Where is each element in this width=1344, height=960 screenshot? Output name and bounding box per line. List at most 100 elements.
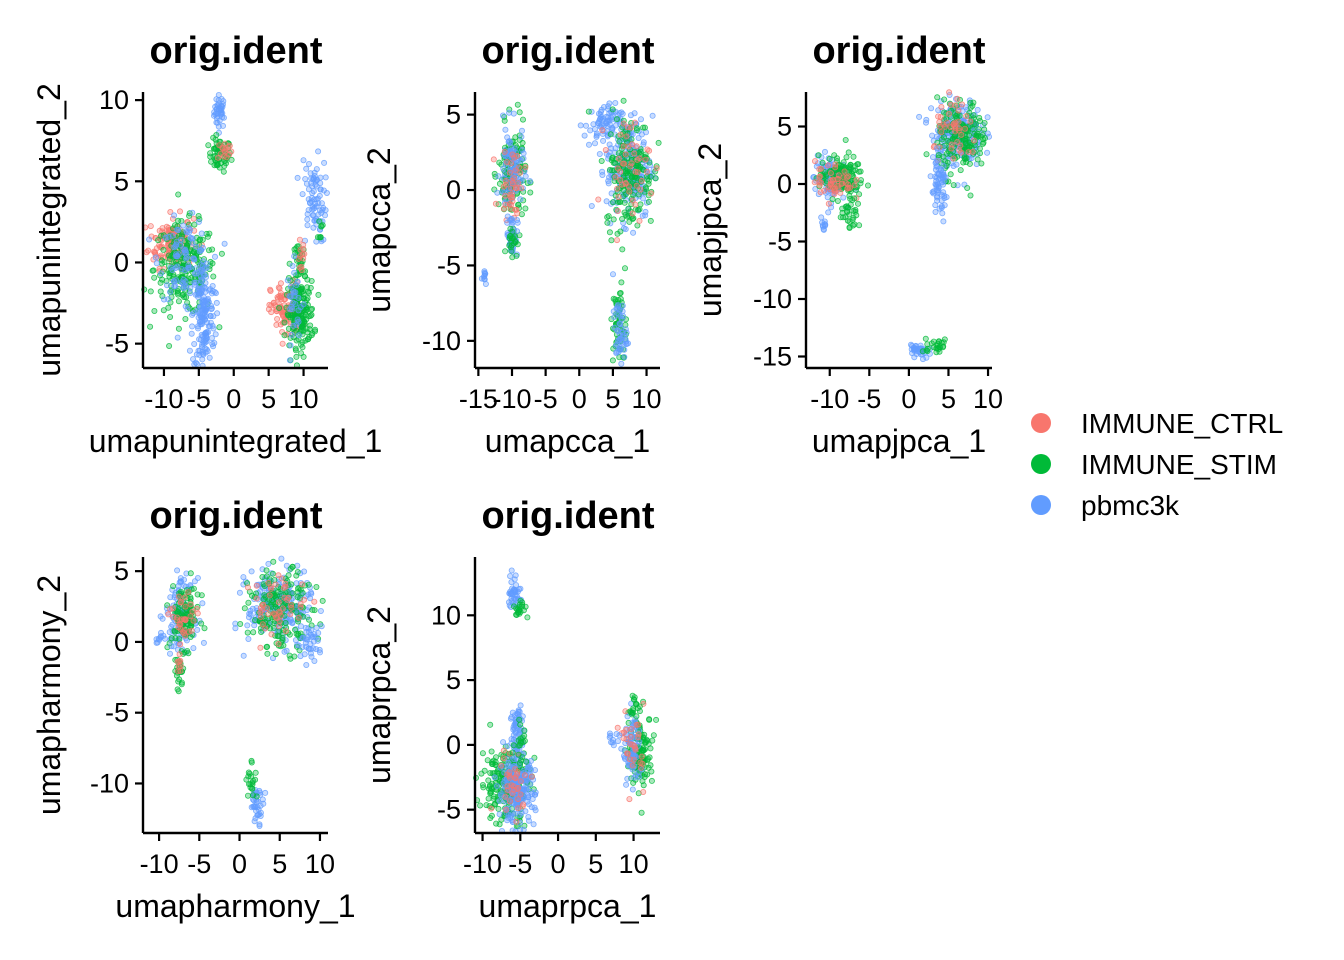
data-point-pbmc3k [290, 289, 297, 296]
data-point-IMMUNE_CTRL [167, 208, 174, 215]
data-point-IMMUNE_CTRL [832, 164, 839, 171]
data-point-IMMUNE_CTRL [500, 205, 507, 212]
data-point-IMMUNE_STIM [616, 290, 623, 297]
data-point-pbmc3k [165, 296, 172, 303]
data-point-IMMUNE_STIM [316, 234, 323, 241]
data-point-pbmc3k [605, 114, 612, 121]
data-point-IMMUNE_STIM [655, 139, 662, 146]
data-point-IMMUNE_STIM [829, 196, 836, 203]
data-point-IMMUNE_STIM [923, 347, 930, 354]
data-point-IMMUNE_CTRL [513, 818, 520, 825]
data-point-pbmc3k [642, 208, 649, 215]
data-point-IMMUNE_STIM [622, 211, 629, 218]
data-point-pbmc3k [178, 266, 185, 273]
y-tick-label: -10 [90, 768, 129, 798]
x-tick-label: 5 [588, 849, 603, 879]
data-point-IMMUNE_CTRL [956, 147, 963, 154]
data-point-pbmc3k [305, 196, 312, 203]
data-point-IMMUNE_STIM [844, 217, 851, 224]
data-point-IMMUNE_STIM [512, 134, 519, 141]
data-point-pbmc3k [525, 814, 532, 821]
data-point-IMMUNE_STIM [847, 165, 854, 172]
data-point-pbmc3k [172, 282, 179, 289]
data-point-IMMUNE_CTRL [633, 721, 640, 728]
data-point-IMMUNE_STIM [978, 160, 985, 167]
data-point-IMMUNE_CTRL [519, 803, 526, 810]
data-point-IMMUNE_CTRL [275, 640, 282, 647]
data-point-IMMUNE_STIM [840, 159, 847, 166]
data-point-IMMUNE_STIM [175, 217, 182, 224]
data-point-IMMUNE_STIM [214, 161, 221, 168]
point-cloud [141, 92, 330, 369]
data-point-IMMUNE_CTRL [961, 125, 968, 132]
data-point-IMMUNE_STIM [941, 336, 948, 343]
data-point-IMMUNE_STIM [309, 606, 316, 613]
data-point-IMMUNE_CTRL [181, 594, 188, 601]
data-point-pbmc3k [840, 194, 847, 201]
data-point-IMMUNE_STIM [510, 742, 517, 749]
data-point-pbmc3k [581, 132, 588, 139]
data-point-IMMUNE_CTRL [648, 190, 655, 197]
data-point-IMMUNE_STIM [191, 249, 198, 256]
data-point-IMMUNE_CTRL [490, 156, 497, 163]
data-point-pbmc3k [822, 148, 829, 155]
data-point-pbmc3k [984, 149, 991, 156]
data-point-pbmc3k [939, 210, 946, 217]
x-tick-label: 10 [973, 384, 1003, 414]
data-point-IMMUNE_STIM [479, 750, 486, 757]
data-point-pbmc3k [207, 312, 214, 319]
data-point-IMMUNE_CTRL [267, 585, 274, 592]
data-point-IMMUNE_STIM [513, 252, 520, 259]
data-point-IMMUNE_CTRL [967, 118, 974, 125]
data-point-pbmc3k [294, 278, 301, 285]
data-point-IMMUNE_CTRL [502, 806, 509, 813]
data-point-pbmc3k [190, 356, 197, 363]
data-point-pbmc3k [287, 283, 294, 290]
data-point-IMMUNE_STIM [175, 678, 182, 685]
y-tick-label: 0 [446, 730, 461, 760]
data-point-IMMUNE_CTRL [298, 266, 305, 273]
data-point-pbmc3k [911, 354, 918, 361]
data-point-IMMUNE_CTRL [221, 148, 228, 155]
data-point-IMMUNE_STIM [180, 291, 187, 298]
data-point-pbmc3k [532, 789, 539, 796]
data-point-pbmc3k [200, 340, 207, 347]
legend-label: IMMUNE_CTRL [1081, 408, 1283, 439]
data-point-pbmc3k [206, 287, 213, 294]
data-point-IMMUNE_STIM [174, 609, 181, 616]
data-point-pbmc3k [631, 110, 638, 117]
data-point-pbmc3k [629, 786, 636, 793]
data-point-IMMUNE_CTRL [182, 617, 189, 624]
data-point-pbmc3k [283, 647, 290, 654]
data-point-pbmc3k [974, 106, 981, 113]
data-point-IMMUNE_CTRL [629, 762, 636, 769]
data-point-IMMUNE_CTRL [653, 165, 660, 172]
data-point-IMMUNE_STIM [187, 596, 194, 603]
data-point-pbmc3k [984, 114, 991, 121]
panel-title: orig.ident [481, 30, 654, 72]
x-tick-label: -5 [534, 384, 558, 414]
data-point-IMMUNE_CTRL [515, 180, 522, 187]
data-point-IMMUNE_CTRL [950, 120, 957, 127]
data-point-pbmc3k [934, 145, 941, 152]
data-point-IMMUNE_STIM [237, 621, 244, 628]
data-point-IMMUNE_STIM [609, 357, 616, 364]
data-point-pbmc3k [606, 730, 613, 737]
data-point-IMMUNE_STIM [618, 279, 625, 286]
data-point-pbmc3k [191, 578, 198, 585]
panel-title: orig.ident [149, 495, 322, 537]
data-point-IMMUNE_STIM [291, 653, 298, 660]
data-point-pbmc3k [213, 96, 220, 103]
data-point-IMMUNE_STIM [494, 769, 501, 776]
data-point-pbmc3k [297, 623, 304, 630]
data-point-IMMUNE_CTRL [622, 151, 629, 158]
data-point-IMMUNE_STIM [175, 298, 182, 305]
data-point-IMMUNE_CTRL [257, 614, 264, 621]
x-tick-label: 0 [572, 384, 587, 414]
data-point-pbmc3k [175, 226, 182, 233]
data-point-pbmc3k [494, 189, 501, 196]
data-point-IMMUNE_CTRL [259, 602, 266, 609]
data-point-pbmc3k [180, 285, 187, 292]
data-point-IMMUNE_STIM [625, 205, 632, 212]
data-point-pbmc3k [322, 174, 329, 181]
